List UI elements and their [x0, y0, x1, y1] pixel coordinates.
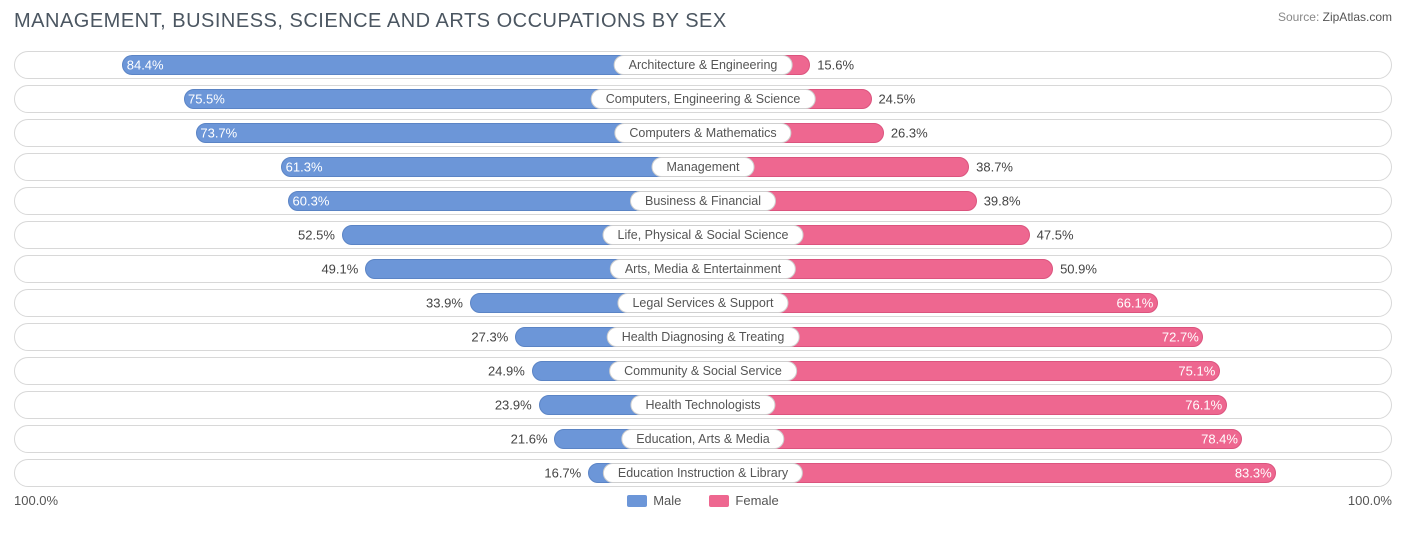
female-half: 15.6%	[703, 52, 1391, 78]
male-half: 24.9%	[15, 358, 703, 384]
female-pct: 47.5%	[1037, 228, 1074, 243]
male-pct: 75.5%	[188, 92, 225, 107]
legend-male-label: Male	[653, 493, 681, 508]
male-pct: 23.9%	[495, 398, 532, 413]
header: MANAGEMENT, BUSINESS, SCIENCE AND ARTS O…	[14, 10, 1392, 33]
male-pct: 33.9%	[426, 296, 463, 311]
legend-male: Male	[627, 493, 681, 508]
category-label: Life, Physical & Social Science	[603, 225, 804, 245]
male-pct: 84.4%	[127, 58, 164, 73]
chart-row: 27.3% 72.7% Health Diagnosing & Treating	[14, 323, 1392, 351]
male-pct: 49.1%	[321, 262, 358, 277]
source-label: Source:	[1278, 10, 1319, 24]
male-pct: 27.3%	[471, 330, 508, 345]
chart-row: 23.9% 76.1% Health Technologists	[14, 391, 1392, 419]
male-half: 21.6%	[15, 426, 703, 452]
female-pct: 24.5%	[878, 92, 915, 107]
chart-row: 16.7% 83.3% Education Instruction & Librar…	[14, 459, 1392, 487]
source-attribution: Source: ZipAtlas.com	[1278, 10, 1392, 24]
male-half: 52.5%	[15, 222, 703, 248]
chart-row: 21.6% 78.4% Education, Arts & Media	[14, 425, 1392, 453]
male-half: 60.3%	[15, 188, 703, 214]
category-label: Computers, Engineering & Science	[591, 89, 816, 109]
female-pct: 72.7%	[1162, 330, 1199, 345]
axis-row: 100.0% Male Female 100.0%	[14, 493, 1392, 508]
male-half: 16.7%	[15, 460, 703, 486]
male-half: 73.7%	[15, 120, 703, 146]
male-half: 61.3%	[15, 154, 703, 180]
female-pct: 76.1%	[1185, 398, 1222, 413]
legend-female-label: Female	[735, 493, 778, 508]
chart-title: MANAGEMENT, BUSINESS, SCIENCE AND ARTS O…	[14, 10, 727, 33]
male-half: 84.4%	[15, 52, 703, 78]
male-pct: 21.6%	[511, 432, 548, 447]
female-pct: 50.9%	[1060, 262, 1097, 277]
chart-row: 61.3% 38.7% Management	[14, 153, 1392, 181]
source-value: ZipAtlas.com	[1323, 10, 1392, 24]
axis-left-max: 100.0%	[14, 493, 58, 508]
male-swatch	[627, 495, 647, 507]
male-pct: 61.3%	[286, 160, 323, 175]
female-half: 75.1%	[703, 358, 1391, 384]
chart-row: 49.1% 50.9% Arts, Media & Entertainment	[14, 255, 1392, 283]
chart-row: 75.5% 24.5% Computers, Engineering & Scien…	[14, 85, 1392, 113]
category-label: Legal Services & Support	[617, 293, 788, 313]
female-half: 38.7%	[703, 154, 1391, 180]
occupations-chart: 84.4% 15.6% Architecture & Engineering 75.5…	[14, 51, 1392, 487]
male-pct: 52.5%	[298, 228, 335, 243]
axis-right-max: 100.0%	[1348, 493, 1392, 508]
male-half: 49.1%	[15, 256, 703, 282]
female-half: 50.9%	[703, 256, 1391, 282]
female-pct: 83.3%	[1235, 466, 1272, 481]
female-pct: 38.7%	[976, 160, 1013, 175]
female-half: 26.3%	[703, 120, 1391, 146]
male-bar	[281, 157, 703, 177]
category-label: Education, Arts & Media	[621, 429, 784, 449]
male-half: 23.9%	[15, 392, 703, 418]
category-label: Arts, Media & Entertainment	[610, 259, 796, 279]
male-pct: 24.9%	[488, 364, 525, 379]
female-half: 47.5%	[703, 222, 1391, 248]
male-pct: 16.7%	[544, 466, 581, 481]
category-label: Management	[652, 157, 755, 177]
chart-row: 84.4% 15.6% Architecture & Engineering	[14, 51, 1392, 79]
legend: Male Female	[627, 493, 779, 508]
category-label: Business & Financial	[630, 191, 776, 211]
female-pct: 26.3%	[891, 126, 928, 141]
female-half: 78.4%	[703, 426, 1391, 452]
female-half: 66.1%	[703, 290, 1391, 316]
chart-row: 33.9% 66.1% Legal Services & Support	[14, 289, 1392, 317]
female-pct: 15.6%	[817, 58, 854, 73]
male-half: 33.9%	[15, 290, 703, 316]
category-label: Education Instruction & Library	[603, 463, 803, 483]
male-half: 27.3%	[15, 324, 703, 350]
female-swatch	[709, 495, 729, 507]
chart-row: 73.7% 26.3% Computers & Mathematics	[14, 119, 1392, 147]
category-label: Health Technologists	[630, 395, 775, 415]
category-label: Health Diagnosing & Treating	[607, 327, 800, 347]
male-pct: 73.7%	[200, 126, 237, 141]
female-half: 83.3%	[703, 460, 1391, 486]
chart-row: 24.9% 75.1% Community & Social Service	[14, 357, 1392, 385]
category-label: Computers & Mathematics	[614, 123, 791, 143]
chart-row: 60.3% 39.8% Business & Financial	[14, 187, 1392, 215]
female-pct: 78.4%	[1201, 432, 1238, 447]
female-pct: 66.1%	[1116, 296, 1153, 311]
female-bar	[703, 395, 1227, 415]
category-label: Community & Social Service	[609, 361, 797, 381]
female-half: 72.7%	[703, 324, 1391, 350]
legend-female: Female	[709, 493, 778, 508]
female-half: 76.1%	[703, 392, 1391, 418]
category-label: Architecture & Engineering	[614, 55, 793, 75]
female-pct: 39.8%	[984, 194, 1021, 209]
male-pct: 60.3%	[293, 194, 330, 209]
female-half: 39.8%	[703, 188, 1391, 214]
chart-row: 52.5% 47.5% Life, Physical & Social Scienc…	[14, 221, 1392, 249]
female-pct: 75.1%	[1178, 364, 1215, 379]
